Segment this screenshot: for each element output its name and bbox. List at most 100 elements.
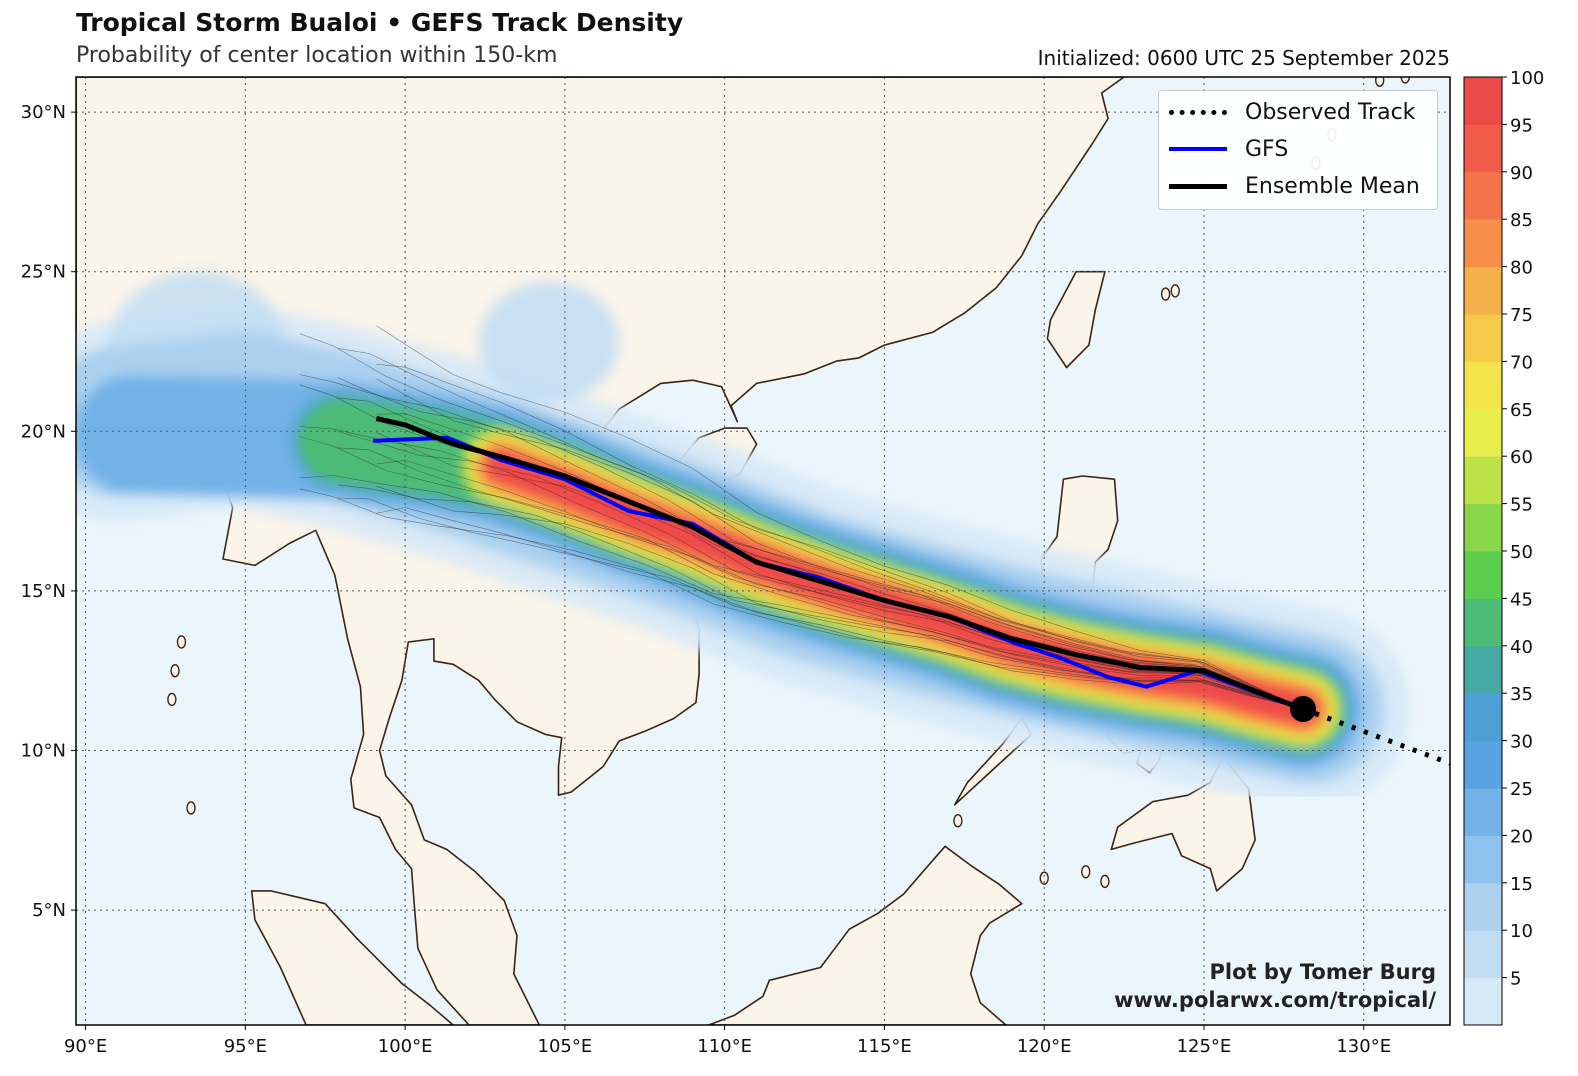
colorbar-tick-label: 55 <box>1510 495 1533 516</box>
colorbar-tick-label: 95 <box>1510 115 1533 136</box>
member-track <box>337 431 1304 710</box>
latitude-axis: 5°N 10°N 15°N 20°N 25°N 30°N <box>21 102 76 921</box>
member-track <box>299 436 1304 710</box>
island <box>1100 874 1110 889</box>
credit-url[interactable]: www.polarwx.com/tropical/ <box>1114 988 1436 1012</box>
ensemble-member-tracks <box>299 325 1304 710</box>
legend-swatch-observed <box>1169 109 1227 115</box>
y-tick-label: 5°N <box>32 900 66 921</box>
member-track <box>376 432 1304 710</box>
colorbar-segment <box>1464 124 1502 173</box>
legend-item-gfs: GFS <box>1169 134 1288 164</box>
member-track <box>337 447 1304 710</box>
colorbar-tick-label: 65 <box>1510 400 1533 421</box>
colorbar-segment <box>1464 788 1502 836</box>
colorbar-segment <box>1464 314 1502 362</box>
chart-subtitle: Probability of center location within 15… <box>76 43 558 68</box>
legend: Observed Track GFS Ensemble Mean <box>1158 90 1438 210</box>
legend-item-ensemble-mean: Ensemble Mean <box>1169 171 1420 201</box>
island <box>1400 77 1410 84</box>
legend-label: Observed Track <box>1245 99 1416 125</box>
colorbar-segment <box>1464 835 1502 884</box>
island <box>953 814 963 828</box>
x-tick-label: 110°E <box>697 1036 752 1057</box>
member-track <box>337 377 1304 710</box>
member-track <box>299 333 1304 710</box>
legend-swatch-ensemble-mean <box>1169 183 1227 189</box>
colorbar-tick-label: 40 <box>1510 637 1533 658</box>
member-track <box>337 484 1304 710</box>
y-tick-label: 10°N <box>21 740 66 761</box>
colorbar-segment <box>1464 930 1502 979</box>
storm-center-marker <box>1290 696 1317 722</box>
legend-label: Ensemble Mean <box>1245 173 1420 199</box>
landmass <box>707 845 1023 1025</box>
island <box>1160 287 1171 301</box>
member-track <box>376 460 1304 710</box>
member-track <box>337 497 1304 710</box>
colorbar: 5 10 15 20 25 30 35 40 45 50 55 60 65 70 75 80 85 90 95 100 <box>1463 68 1544 1026</box>
ensemble-mean-track-line <box>375 416 1304 712</box>
island <box>176 635 187 649</box>
island <box>1039 871 1049 885</box>
x-tick-label: 115°E <box>857 1036 912 1057</box>
colorbar-tick-label: 15 <box>1510 874 1533 895</box>
colorbar-tick-label: 80 <box>1510 258 1533 279</box>
colorbar-segment <box>1464 456 1502 505</box>
credit-author: Plot by Tomer Burg <box>1209 960 1437 984</box>
colorbar-tick-label: 100 <box>1510 68 1544 89</box>
colorbar-tick-label: 45 <box>1510 589 1533 610</box>
colorbar-segment <box>1464 266 1502 315</box>
observed-track-line <box>1302 706 1450 766</box>
x-tick-label: 100°E <box>378 1036 433 1057</box>
colorbar-segment <box>1464 503 1502 552</box>
colorbar-tick-label: 75 <box>1510 305 1533 326</box>
colorbar-segment <box>1464 645 1502 694</box>
member-track <box>299 374 1304 710</box>
x-tick-label: 130°E <box>1336 1036 1391 1057</box>
colorbar-segment <box>1464 693 1502 742</box>
member-track <box>337 397 1304 710</box>
x-tick-label: 120°E <box>1017 1036 1072 1057</box>
y-tick-label: 20°N <box>21 421 66 442</box>
island <box>1081 865 1091 879</box>
y-tick-label: 30°N <box>21 102 66 123</box>
map-frame <box>75 76 1451 1026</box>
colorbar-tick-label: 60 <box>1510 447 1533 468</box>
member-track <box>337 348 1304 710</box>
gridlines <box>76 77 1450 1025</box>
colorbar-tick-label: 85 <box>1510 210 1533 231</box>
colorbar-segment <box>1464 882 1502 931</box>
x-tick-label: 95°E <box>224 1036 267 1057</box>
colorbar-segment <box>1464 171 1502 220</box>
colorbar-tick-label: 70 <box>1510 352 1533 373</box>
y-tick-label: 25°N <box>21 262 66 283</box>
member-track <box>376 325 1304 710</box>
colorbar-tick-label: 35 <box>1510 684 1533 705</box>
colorbar-segment <box>1464 740 1502 789</box>
x-tick-label: 90°E <box>64 1036 107 1057</box>
member-track <box>376 363 1304 710</box>
colorbar-segment <box>1464 77 1502 125</box>
colorbar-segment <box>1464 977 1502 1026</box>
x-tick-label: 105°E <box>538 1036 593 1057</box>
colorbar-tick-label: 30 <box>1510 732 1533 753</box>
island <box>167 692 177 707</box>
colorbar-segment <box>1464 361 1502 410</box>
island <box>1170 284 1180 298</box>
y-tick-label: 15°N <box>21 581 66 602</box>
colorbar-tick-label: 10 <box>1510 921 1533 942</box>
x-tick-label: 125°E <box>1177 1036 1232 1057</box>
colorbar-segment <box>1464 408 1502 457</box>
island <box>1375 77 1385 87</box>
colorbar-tick-label: 90 <box>1510 163 1533 184</box>
landmass <box>250 890 454 1025</box>
colorbar-segment <box>1464 551 1502 599</box>
initialized-label: Initialized: 0600 UTC 25 September 2025 <box>1037 46 1450 70</box>
colorbar-tick-label: 5 <box>1510 969 1521 990</box>
legend-label: GFS <box>1245 136 1289 162</box>
member-track <box>299 475 1304 710</box>
island <box>186 801 196 815</box>
colorbar-tick-label: 25 <box>1510 779 1533 800</box>
